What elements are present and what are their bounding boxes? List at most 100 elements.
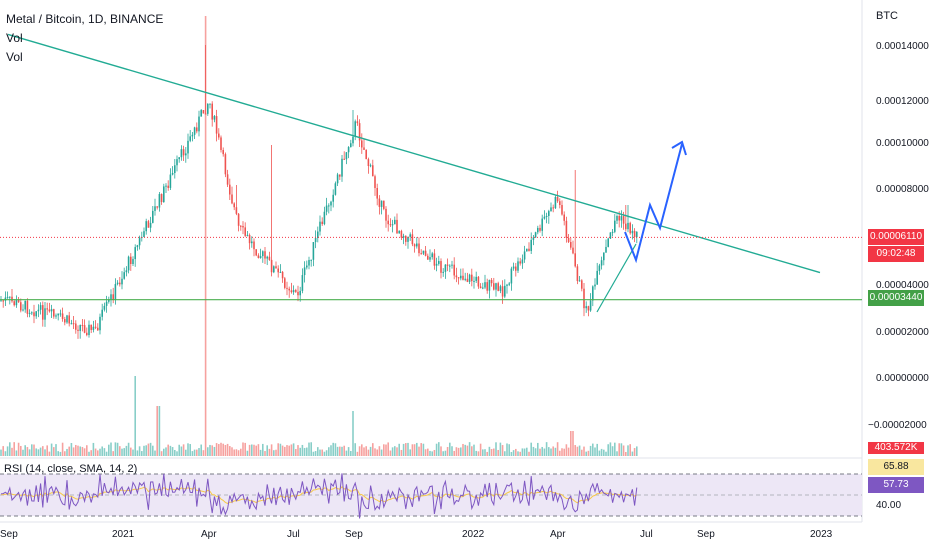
- candle-body: [479, 286, 482, 289]
- volume-bar: [312, 451, 315, 456]
- volume-bar: [609, 442, 612, 456]
- volume-bar: [99, 448, 101, 456]
- volume-bar: [336, 446, 339, 456]
- x-tick-label: Sep: [345, 529, 363, 540]
- candle-body: [143, 231, 145, 238]
- candle-body: [215, 116, 218, 134]
- volume-bar: [182, 444, 185, 456]
- candle-body: [495, 283, 497, 290]
- candle-body: [2, 300, 4, 302]
- volume-bar: [468, 442, 471, 456]
- volume-bar: [160, 451, 163, 456]
- volume-bar: [176, 451, 178, 456]
- volume-bar: [451, 446, 453, 456]
- candle-body: [616, 215, 618, 221]
- volume-bar: [446, 447, 449, 456]
- volume-bar: [332, 442, 334, 456]
- candle-body: [372, 165, 374, 177]
- candle-body: [101, 309, 103, 317]
- candle-body: [501, 286, 504, 297]
- volume-bar: [90, 450, 92, 456]
- volume-bar: [396, 447, 398, 456]
- volume-bar: [587, 450, 590, 456]
- candle-body: [585, 306, 587, 309]
- candle-body: [207, 103, 209, 114]
- volume-bar: [369, 446, 372, 456]
- volume-bar: [6, 446, 9, 456]
- volume-bar: [275, 449, 277, 456]
- volume-bar: [165, 447, 167, 456]
- candle-body: [224, 154, 227, 175]
- volume-bar: [207, 447, 209, 456]
- candle-body: [147, 221, 150, 228]
- candle-body: [451, 264, 453, 266]
- volume-bar: [407, 442, 409, 456]
- candle-body: [68, 315, 70, 324]
- candle-body: [499, 286, 502, 291]
- candle-body: [576, 266, 579, 282]
- volume-bar: [475, 450, 477, 456]
- volume-bar: [506, 443, 508, 456]
- volume-bar: [35, 448, 37, 456]
- candle-body: [541, 218, 543, 231]
- candle-body: [339, 174, 341, 177]
- volume-bar: [585, 451, 587, 456]
- candle-body: [28, 312, 31, 314]
- volume-bar: [497, 449, 499, 456]
- candle-body: [292, 290, 295, 293]
- candle-body: [545, 215, 548, 217]
- volume-bar: [110, 442, 112, 456]
- candle-body: [196, 127, 198, 132]
- candle-body: [427, 255, 429, 260]
- candle-body: [600, 260, 603, 266]
- candle-body: [244, 227, 246, 236]
- candle-body: [0, 300, 2, 302]
- volume-bar: [429, 450, 431, 456]
- candle-body: [233, 203, 235, 208]
- candle-body: [211, 103, 213, 120]
- candle-body: [145, 221, 147, 232]
- candle-body: [356, 121, 359, 124]
- volume-bar: [358, 446, 361, 456]
- volume-bar: [75, 444, 77, 456]
- volume-bar: [512, 450, 515, 456]
- candle-body: [112, 294, 114, 300]
- volume-bar: [405, 443, 407, 456]
- volume-bar: [486, 451, 488, 456]
- candle-body: [132, 259, 134, 264]
- candle-body: [273, 266, 275, 273]
- volume-bar: [229, 446, 231, 456]
- candle-body: [53, 309, 55, 317]
- volume-bar: [515, 448, 517, 456]
- candle-body: [193, 127, 196, 135]
- candle-body: [156, 206, 158, 208]
- volume-badge: 403.572K: [868, 442, 924, 454]
- candle-body: [336, 174, 339, 184]
- volume-bar: [576, 446, 579, 456]
- volume-bar: [290, 444, 293, 456]
- candle-body: [497, 283, 499, 291]
- volume-bar: [517, 451, 519, 456]
- candle-body: [510, 268, 513, 284]
- volume-bar: [583, 446, 585, 456]
- candle-body: [561, 205, 563, 215]
- volume-bar: [24, 445, 26, 456]
- volume-bar: [215, 443, 218, 456]
- candle-body: [548, 211, 550, 216]
- volume-bar: [413, 444, 416, 456]
- candle-body: [66, 315, 68, 323]
- volume-bar: [81, 446, 84, 456]
- candle-body: [486, 282, 488, 291]
- volume-bar: [402, 443, 405, 456]
- rsi-line: [0, 473, 638, 519]
- candle-body: [11, 296, 13, 302]
- candle-body: [257, 255, 260, 259]
- candle-body: [48, 309, 51, 312]
- candle-body: [105, 301, 108, 306]
- volume-bar: [253, 444, 255, 456]
- candle-body: [180, 149, 183, 158]
- volume-bar: [33, 444, 35, 456]
- volume-bar: [387, 442, 389, 456]
